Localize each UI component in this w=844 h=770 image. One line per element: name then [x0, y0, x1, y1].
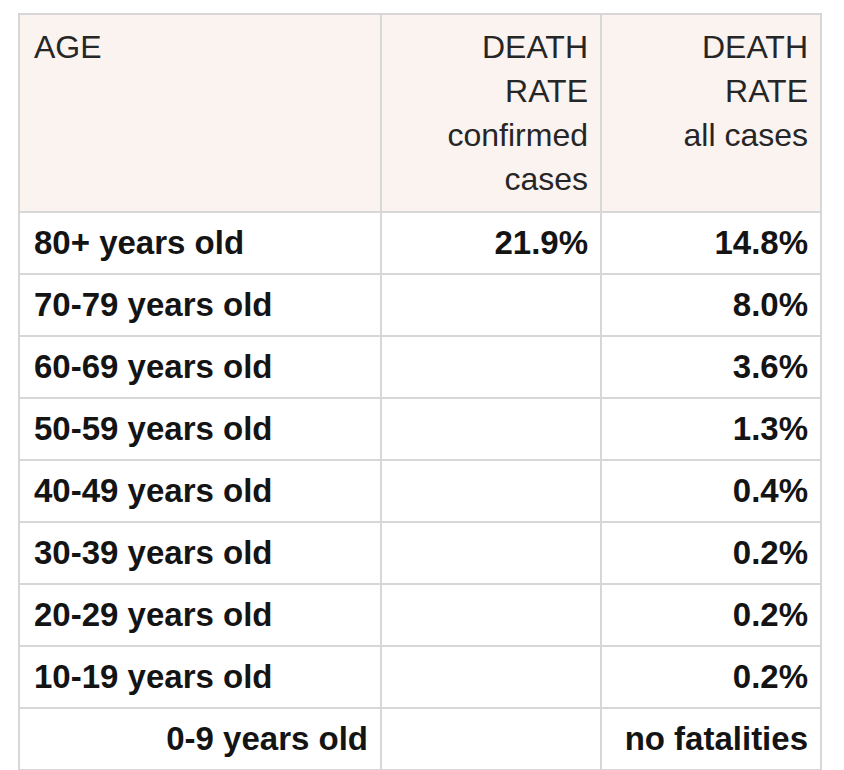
- cell-age: 20-29 years old: [19, 584, 381, 646]
- table-header: AGE DEATH RATE confirmed cases DEATH RAT…: [19, 14, 821, 212]
- table-row: 50-59 years old 1.3%: [19, 398, 821, 460]
- header-all-title: DEATH RATE: [616, 25, 808, 113]
- table-row: 60-69 years old 3.6%: [19, 336, 821, 398]
- cell-age: 50-59 years old: [19, 398, 381, 460]
- cell-all: 8.0%: [601, 274, 821, 336]
- cell-all: 14.8%: [601, 212, 821, 274]
- cell-all: 0.2%: [601, 522, 821, 584]
- header-death-rate-confirmed: DEATH RATE confirmed cases: [381, 14, 601, 212]
- table-row: 20-29 years old 0.2%: [19, 584, 821, 646]
- cell-all: 3.6%: [601, 336, 821, 398]
- table-body: 80+ years old 21.9% 14.8% 70-79 years ol…: [19, 212, 821, 770]
- cell-all: 0.4%: [601, 460, 821, 522]
- cell-confirmed: [381, 584, 601, 646]
- cell-age: 80+ years old: [19, 212, 381, 274]
- cell-all: 0.2%: [601, 584, 821, 646]
- age-death-rate-table: AGE DEATH RATE confirmed cases DEATH RAT…: [18, 13, 822, 770]
- cell-age: 40-49 years old: [19, 460, 381, 522]
- cell-all: 1.3%: [601, 398, 821, 460]
- cell-confirmed: [381, 336, 601, 398]
- header-row: AGE DEATH RATE confirmed cases DEATH RAT…: [19, 14, 821, 212]
- cell-confirmed: [381, 708, 601, 770]
- cell-confirmed: [381, 646, 601, 708]
- cell-all: 0.2%: [601, 646, 821, 708]
- header-all-subtitle: all cases: [616, 113, 808, 157]
- table-row: 70-79 years old 8.0%: [19, 274, 821, 336]
- cell-age: 30-39 years old: [19, 522, 381, 584]
- table-row: 0-9 years old no fatalities: [19, 708, 821, 770]
- cell-confirmed: [381, 398, 601, 460]
- header-confirmed-subtitle: confirmed cases: [396, 113, 588, 201]
- cell-confirmed: [381, 274, 601, 336]
- cell-all: no fatalities: [601, 708, 821, 770]
- header-age-label: AGE: [34, 29, 102, 65]
- cell-age: 0-9 years old: [19, 708, 381, 770]
- header-death-rate-all: DEATH RATE all cases: [601, 14, 821, 212]
- cell-age: 70-79 years old: [19, 274, 381, 336]
- cell-age: 60-69 years old: [19, 336, 381, 398]
- cell-confirmed: [381, 460, 601, 522]
- cell-confirmed: 21.9%: [381, 212, 601, 274]
- table-row: 80+ years old 21.9% 14.8%: [19, 212, 821, 274]
- table-row: 40-49 years old 0.4%: [19, 460, 821, 522]
- cell-age: 10-19 years old: [19, 646, 381, 708]
- table-row: 10-19 years old 0.2%: [19, 646, 821, 708]
- header-age: AGE: [19, 14, 381, 212]
- table-row: 30-39 years old 0.2%: [19, 522, 821, 584]
- cell-confirmed: [381, 522, 601, 584]
- header-confirmed-title: DEATH RATE: [396, 25, 588, 113]
